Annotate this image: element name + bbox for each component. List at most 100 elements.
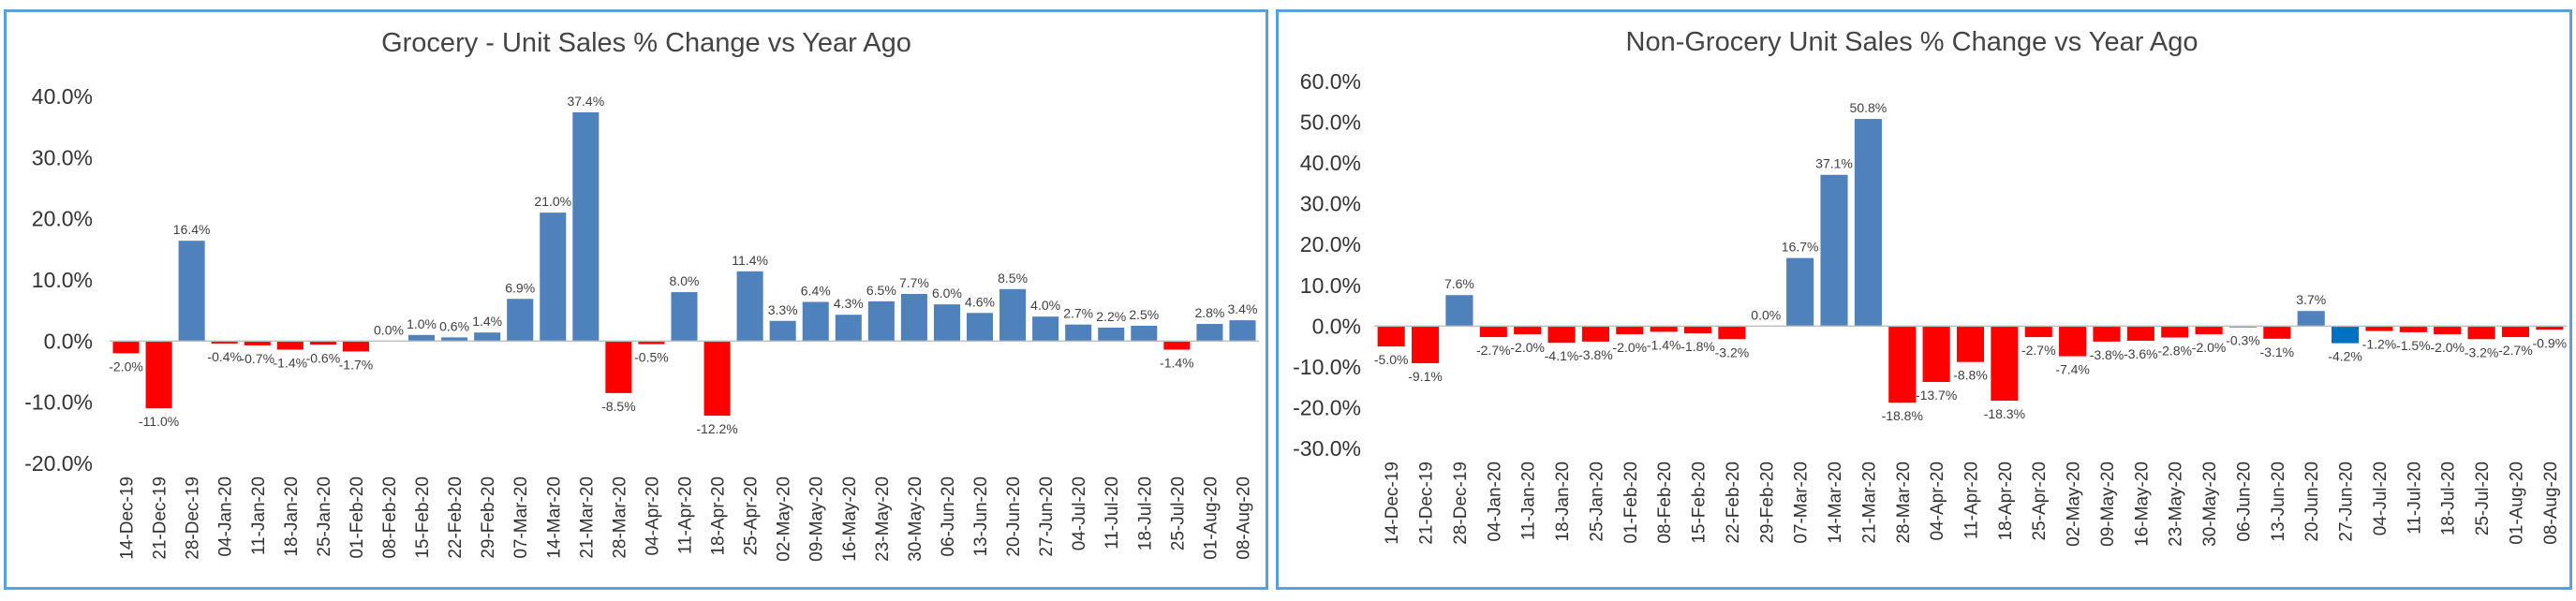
x-tick-label: 09-May-20 — [2098, 462, 2118, 547]
x-tick-label: 01-Aug-20 — [1201, 476, 1221, 560]
data-label: 6.9% — [505, 280, 535, 295]
bar-01-feb-20 — [342, 341, 369, 352]
x-tick-label: 22-Feb-20 — [1724, 462, 1743, 544]
bar-21-dec-19 — [1412, 326, 1440, 363]
bar-30-may-20 — [900, 294, 927, 342]
bar-09-may-20 — [802, 301, 829, 342]
bar-18-jul-20 — [2434, 326, 2462, 335]
data-label: 3.3% — [768, 302, 798, 317]
x-tick-label: 04-Jul-20 — [2371, 462, 2391, 535]
data-label: 50.8% — [1850, 100, 1888, 115]
x-tick-label: 04-Apr-20 — [643, 476, 662, 556]
data-label: 4.6% — [965, 294, 995, 309]
x-tick-label: 27-Jun-20 — [2337, 462, 2357, 542]
bar-04-apr-20 — [1922, 326, 1950, 383]
bar-01-aug-20 — [1196, 324, 1223, 342]
x-tick-label: 28-Dec-19 — [184, 476, 203, 560]
x-tick-label: 25-Jan-20 — [315, 476, 334, 557]
data-label: 1.0% — [407, 316, 437, 331]
x-tick-label: 04-Apr-20 — [1928, 462, 1947, 541]
x-tick-label: 23-May-20 — [2167, 462, 2186, 547]
bar-02-may-20 — [2059, 326, 2087, 357]
data-label: 6.4% — [801, 284, 831, 299]
x-tick-label: 25-Apr-20 — [742, 476, 762, 556]
x-tick-label: 14-Mar-20 — [544, 476, 564, 559]
x-tick-label: 14-Mar-20 — [1826, 462, 1845, 544]
data-label: -2.0% — [2192, 340, 2227, 355]
data-label: -1.4% — [1160, 355, 1194, 370]
bar-11-jul-20 — [2399, 326, 2427, 332]
data-label: 1.4% — [472, 314, 502, 329]
data-label: -8.8% — [1953, 368, 1988, 383]
data-label: -1.7% — [339, 357, 374, 372]
bar-11-jan-20 — [1514, 326, 1542, 335]
x-tick-label: 28-Mar-20 — [1894, 462, 1914, 544]
bar-08-feb-20 — [1650, 326, 1678, 332]
x-tick-label: 18-Jul-20 — [1135, 476, 1155, 550]
x-tick-label: 30-May-20 — [906, 476, 925, 562]
bar-22-feb-20 — [1718, 326, 1746, 340]
x-tick-label: 18-Apr-20 — [1996, 462, 2016, 541]
data-label: 11.4% — [732, 253, 768, 268]
grocery-chart-panel: Grocery - Unit Sales % Change vs Year Ag… — [4, 9, 1268, 590]
data-label: -2.0% — [109, 359, 143, 374]
bar-30-may-20 — [2195, 326, 2223, 335]
x-tick-label: 25-Jul-20 — [2473, 462, 2493, 535]
data-label: -2.7% — [2021, 343, 2056, 358]
bar-15-feb-20 — [1683, 326, 1712, 334]
bar-04-jul-20 — [2365, 326, 2393, 331]
x-tick-label: 25-Apr-20 — [2030, 462, 2050, 541]
data-label: -1.2% — [2362, 337, 2397, 352]
x-tick-label: 23-May-20 — [873, 476, 893, 562]
x-tick-label: 07-Mar-20 — [511, 476, 531, 559]
y-tick-label: 30.0% — [1300, 192, 1361, 216]
bar-20-jun-20 — [2297, 311, 2325, 327]
data-label: 3.4% — [1228, 301, 1258, 316]
bar-04-jan-20 — [211, 341, 238, 344]
data-label: -2.0% — [2430, 340, 2465, 355]
bar-07-mar-20 — [1786, 257, 1814, 327]
bar-18-jul-20 — [1131, 326, 1158, 342]
y-tick-label: 0.0% — [1312, 314, 1361, 338]
x-tick-label: 25-Jan-20 — [1587, 462, 1606, 542]
x-tick-label: 28-Dec-19 — [1451, 462, 1471, 545]
bar-08-aug-20 — [1229, 320, 1256, 342]
x-tick-label: 01-Feb-20 — [1621, 462, 1641, 544]
bar-23-may-20 — [867, 300, 895, 342]
data-label: -13.7% — [1916, 388, 1957, 403]
bar-14-dec-19 — [1377, 326, 1405, 347]
data-label: -3.6% — [2124, 346, 2158, 361]
data-label: -8.5% — [601, 399, 636, 414]
data-label: -11.0% — [139, 414, 179, 429]
x-tick-label: 11-Apr-20 — [676, 476, 696, 554]
data-label: -3.8% — [2090, 347, 2124, 362]
x-tick-label: 21-Mar-20 — [1859, 462, 1879, 544]
x-tick-label: 20-Jun-20 — [1004, 476, 1024, 557]
data-label: -0.6% — [306, 350, 341, 365]
bar-11-apr-20 — [671, 292, 698, 342]
x-tick-label: 11-Jul-20 — [1103, 476, 1122, 550]
bar-18-jan-20 — [276, 341, 303, 350]
bar-22-feb-20 — [441, 337, 468, 342]
data-label: 3.7% — [2296, 292, 2326, 307]
data-label: 4.0% — [1030, 298, 1060, 313]
x-tick-label: 11-Jan-20 — [249, 476, 269, 555]
bar-28-mar-20 — [605, 341, 632, 393]
y-tick-label: 20.0% — [1300, 232, 1361, 257]
x-tick-label: 06-Jun-20 — [939, 476, 958, 557]
bar-16-may-20 — [835, 315, 862, 342]
y-tick-label: 10.0% — [32, 268, 93, 292]
x-tick-label: 14-Dec-19 — [1383, 462, 1402, 545]
bar-01-feb-20 — [1616, 326, 1644, 335]
data-label: -18.3% — [1984, 406, 2025, 421]
bar-14-dec-19 — [112, 341, 140, 354]
bar-29-feb-20 — [474, 332, 501, 342]
bar-21-mar-20 — [1854, 119, 1882, 327]
y-tick-label: 50.0% — [1300, 110, 1361, 135]
non-grocery-chart-panel: Non-Grocery Unit Sales % Change vs Year … — [1276, 9, 2572, 590]
x-tick-label: 25-Jul-20 — [1168, 476, 1188, 550]
bar-18-apr-20 — [703, 341, 731, 417]
x-tick-label: 16-May-20 — [2132, 462, 2152, 547]
non-grocery-chart: Non-Grocery Unit Sales % Change vs Year … — [1293, 27, 2567, 547]
y-tick-label: 40.0% — [32, 84, 93, 109]
